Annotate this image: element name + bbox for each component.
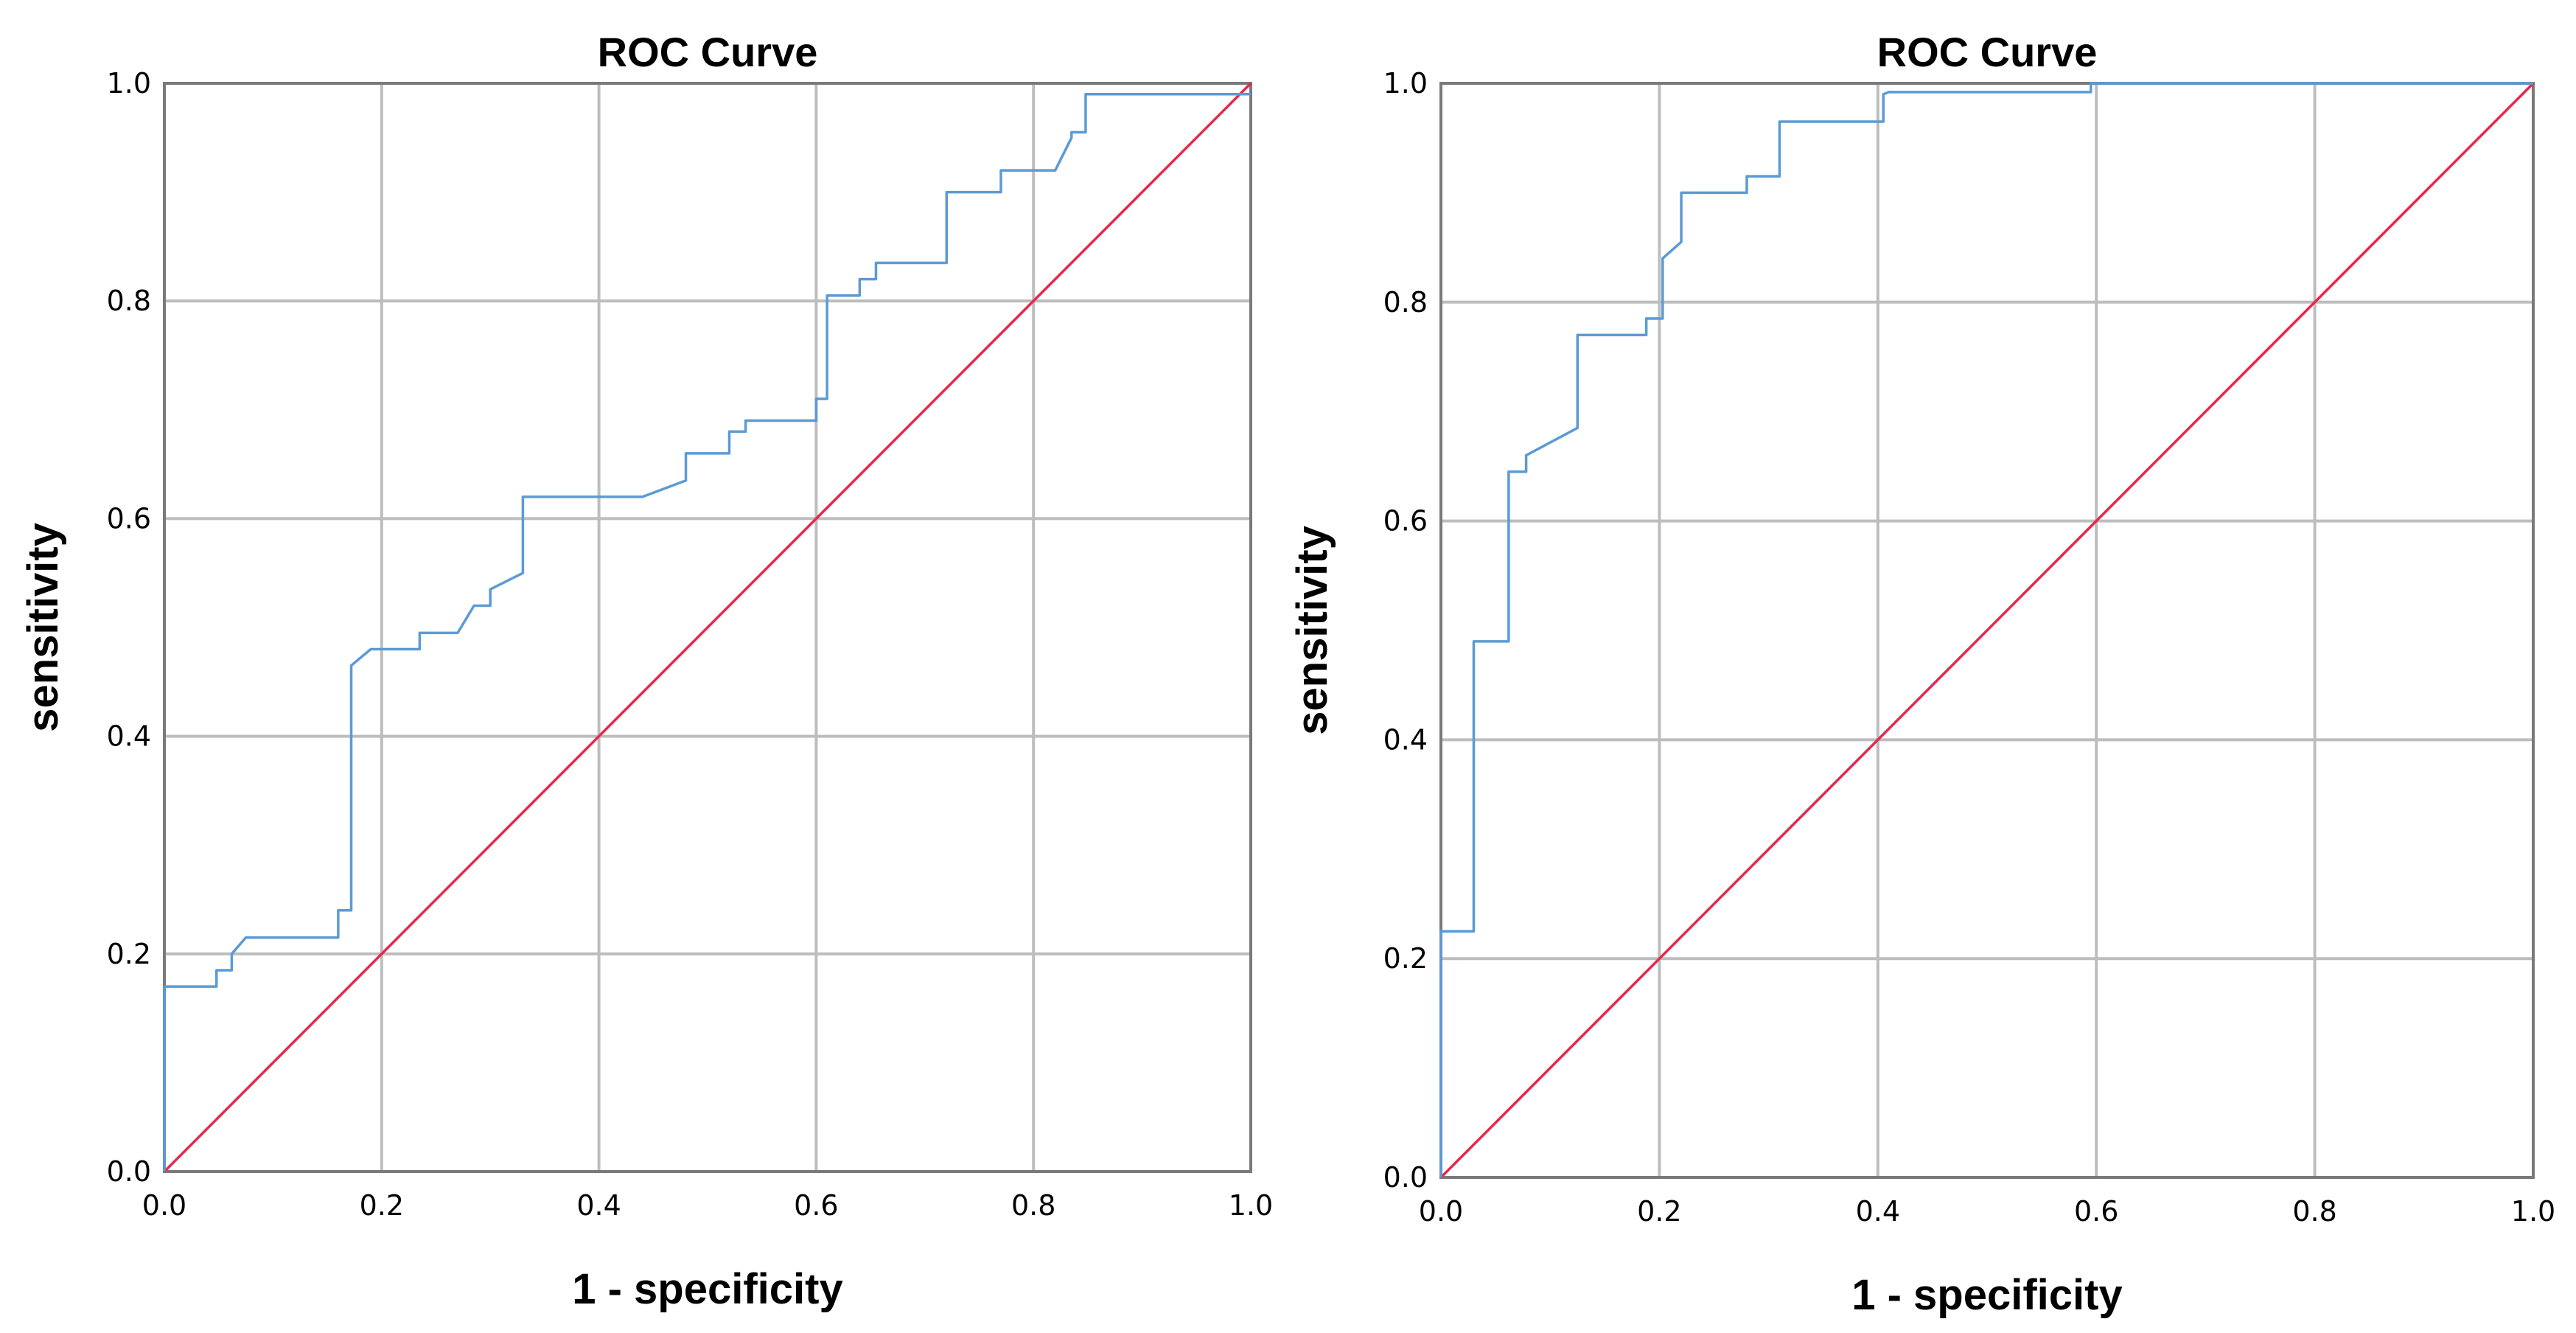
y-tick-label: 0.2 — [1383, 942, 1428, 975]
x-tick-label: 0.2 — [360, 1189, 404, 1222]
x-tick-label: 1.0 — [1229, 1189, 1273, 1222]
roc-chart-left: 0.0 0.2 0.4 0.6 0.8 1.0 0.0 0.2 0.4 0.6 0.8 1.0 ROC … — [0, 0, 1286, 1333]
y-tick-label: 0.0 — [107, 1155, 151, 1188]
roc-chart-left-svg: 0.0 0.2 0.4 0.6 0.8 1.0 0.0 0.2 0.4 0.6 0.8 1.0 ROC … — [19, 29, 1273, 1313]
x-tick-label: 0.6 — [2074, 1195, 2118, 1228]
x-tick-label: 1.0 — [2511, 1195, 2555, 1228]
x-tick-label: 0.0 — [1419, 1195, 1463, 1228]
reference-line — [163, 82, 1252, 1173]
chart-title: ROC Curve — [1877, 29, 2098, 75]
x-tick-label: 0.8 — [2292, 1195, 2336, 1228]
y-tick-label: 0.6 — [107, 502, 151, 535]
y-tick-label: 0.6 — [1383, 505, 1428, 537]
roc-chart-right-svg: 0.0 0.2 0.4 0.6 0.8 1.0 0.0 0.2 0.4 0.6 0.8 1.0 ROC … — [1288, 29, 2555, 1319]
chart-title: ROC Curve — [598, 29, 818, 75]
y-axis-label: sensitivity — [19, 523, 67, 732]
y-tick-label: 0.8 — [1383, 286, 1428, 319]
x-axis-label: 1 - specificity — [1851, 1271, 2122, 1319]
y-tick-label: 1.0 — [1383, 67, 1428, 100]
y-axis-label: sensitivity — [1288, 526, 1336, 735]
plot-border — [163, 82, 1252, 1173]
y-tick-label: 0.4 — [1383, 723, 1428, 756]
y-tick-label: 1.0 — [107, 67, 151, 100]
y-tick-label: 0.0 — [1383, 1161, 1428, 1194]
y-tick-label: 0.2 — [107, 938, 151, 970]
roc-curve-line — [163, 93, 1251, 1172]
x-tick-label: 0.8 — [1011, 1189, 1055, 1222]
y-tick-label: 0.4 — [107, 720, 151, 753]
x-tick-label: 0.0 — [142, 1189, 186, 1222]
roc-curve-line — [1439, 82, 2533, 1177]
plot-border — [1439, 82, 2535, 1179]
x-tick-label: 0.2 — [1637, 1195, 1681, 1228]
roc-chart-right: 0.0 0.2 0.4 0.6 0.8 1.0 0.0 0.2 0.4 0.6 0.8 1.0 ROC … — [1286, 0, 2576, 1333]
x-tick-label: 0.4 — [576, 1189, 621, 1222]
x-tick-label: 0.4 — [1856, 1195, 1900, 1228]
y-tick-label: 0.8 — [107, 285, 151, 317]
x-tick-label: 0.6 — [794, 1189, 838, 1222]
reference-line — [1439, 82, 2535, 1179]
x-axis-label: 1 - specificity — [572, 1265, 842, 1313]
